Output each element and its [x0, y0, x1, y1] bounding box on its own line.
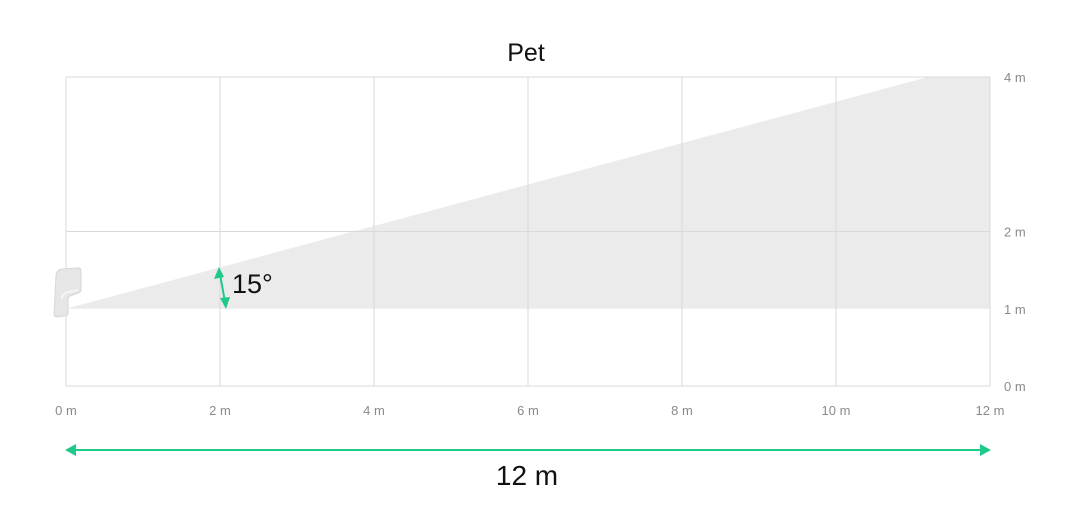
x-tick-label: 0 m [55, 403, 77, 418]
motion-sensor-icon [53, 267, 82, 318]
x-tick-label: 2 m [209, 403, 231, 418]
angle-label: 15° [232, 269, 273, 299]
x-axis-ticks: 0 m 2 m 4 m 6 m 8 m 10 m 12 m [55, 403, 1004, 418]
angle-arrow [214, 267, 230, 309]
y-tick-label: 1 m [1004, 302, 1026, 317]
x-tick-label: 12 m [976, 403, 1005, 418]
x-tick-label: 6 m [517, 403, 539, 418]
distance-arrow [65, 444, 991, 456]
x-tick-label: 10 m [822, 403, 851, 418]
distance-label: 12 m [496, 460, 558, 491]
grid [65, 76, 991, 387]
y-tick-label: 4 m [1004, 70, 1026, 85]
x-tick-label: 4 m [363, 403, 385, 418]
diagram-title: Pet [507, 39, 545, 67]
y-tick-label: 0 m [1004, 379, 1026, 394]
x-tick-label: 8 m [671, 403, 693, 418]
y-tick-label: 2 m [1004, 225, 1026, 240]
y-axis-ticks: 0 m 1 m 2 m 4 m [1004, 70, 1026, 394]
